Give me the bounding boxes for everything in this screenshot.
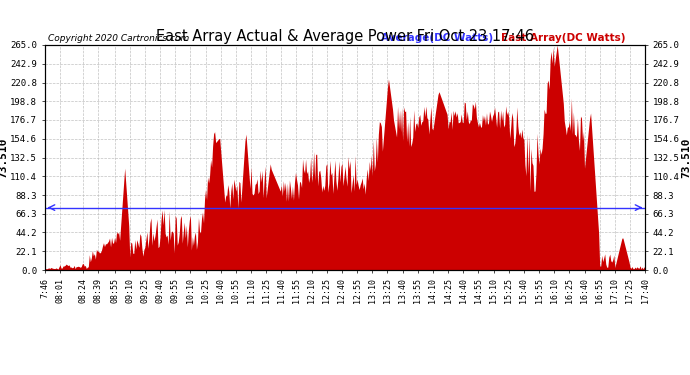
Text: East Array(DC Watts): East Array(DC Watts) [501, 33, 626, 43]
Title: East Array Actual & Average Power Fri Oct 23 17:46: East Array Actual & Average Power Fri Oc… [156, 29, 534, 44]
Text: Copyright 2020 Cartronics.com: Copyright 2020 Cartronics.com [48, 34, 189, 43]
Text: Average(DC Watts): Average(DC Watts) [381, 33, 493, 43]
Text: 73.510: 73.510 [682, 137, 690, 178]
Text: 73.510: 73.510 [0, 137, 8, 178]
